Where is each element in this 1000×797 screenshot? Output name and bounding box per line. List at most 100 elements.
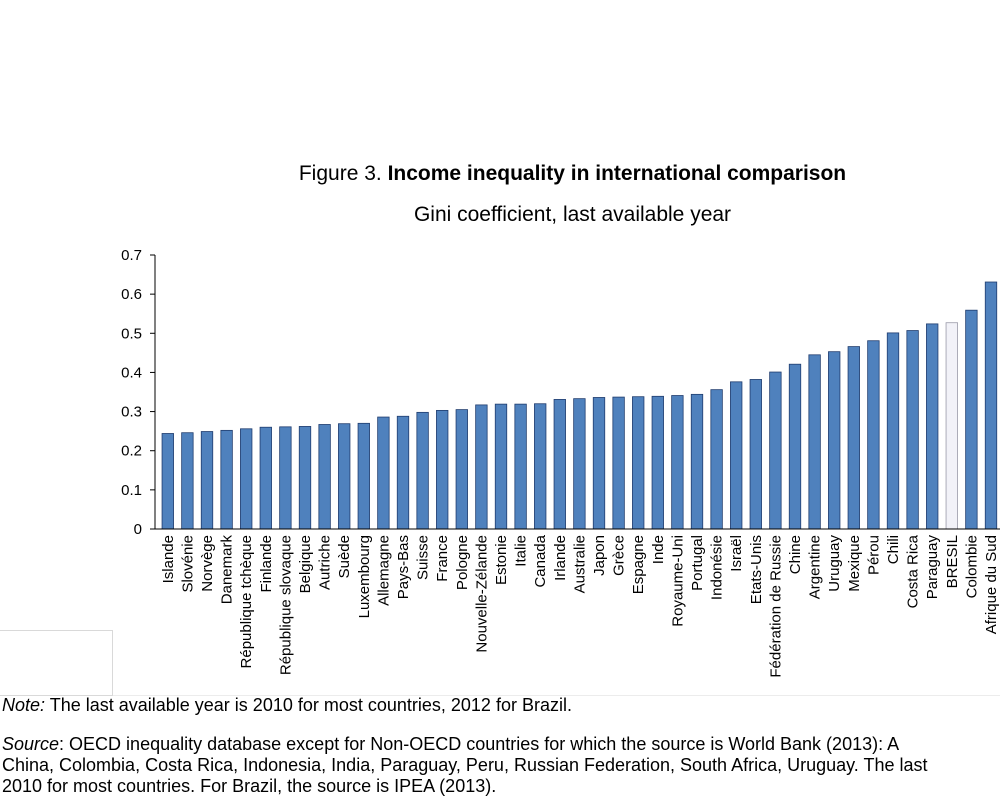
bar-belgique xyxy=(298,426,312,530)
bar-finlande xyxy=(259,426,272,530)
bar-australie xyxy=(573,398,586,530)
bar-japon xyxy=(592,397,606,530)
x-tick-label: Espagne xyxy=(630,535,647,594)
x-tick-label: Chine xyxy=(787,535,804,574)
x-tick-label: Pologne xyxy=(454,535,471,590)
source-line-1: Source: OECD inequality database except … xyxy=(2,734,899,755)
x-tick-label: Indonésie xyxy=(709,535,726,600)
bar-f-d-ration-de-russie xyxy=(769,371,782,530)
bar-bresil xyxy=(945,322,958,530)
x-tick-label: Allemagne xyxy=(375,535,392,606)
bar-isra-l xyxy=(730,381,743,530)
x-tick-label: Norvège xyxy=(199,535,216,592)
bar-pologne xyxy=(455,409,468,530)
bar-luxembourg xyxy=(357,422,370,530)
bar-inde xyxy=(651,395,664,530)
bar-pays-bas xyxy=(396,415,410,530)
x-axis: Islande Slovénie Norvège Danemark République… xyxy=(155,528,1000,678)
x-tick-label: Pays-Bas xyxy=(395,535,412,599)
bar-etats-unis xyxy=(749,379,762,530)
y-tick-label: 0.5 xyxy=(121,325,142,342)
bar-afrique-du-sud xyxy=(984,281,998,530)
bar-irlande xyxy=(553,399,566,530)
y-tick-label: 0 xyxy=(134,521,142,538)
y-tick-label: 0.6 xyxy=(121,286,142,303)
x-tick-label: Colombie xyxy=(963,535,980,598)
x-tick-label: Suisse xyxy=(415,535,432,580)
figure-title: Income inequality in international compa… xyxy=(387,162,847,185)
bar-autriche xyxy=(318,424,331,530)
bars xyxy=(161,281,998,530)
x-tick-label: Estonie xyxy=(493,535,510,585)
bar-suisse xyxy=(416,411,429,530)
x-tick-label: Nouvelle-Zélande xyxy=(473,535,490,653)
bar-paraguay xyxy=(926,323,939,530)
bar-slov-nie xyxy=(181,432,194,530)
bar-chili xyxy=(886,332,900,530)
bar-r-publique-slovaque xyxy=(279,426,292,530)
x-tick-label: Irlande xyxy=(552,535,569,581)
bar-allemagne xyxy=(377,416,390,530)
bar-p-rou xyxy=(867,340,880,530)
bar-mexique xyxy=(847,346,860,530)
y-tick-label: 0.3 xyxy=(121,404,142,421)
bar-espagne xyxy=(632,396,645,530)
bar-chine xyxy=(788,363,802,530)
x-tick-label: République slovaque xyxy=(277,535,294,675)
frame-box xyxy=(0,630,113,696)
bar-islande xyxy=(161,433,174,530)
x-tick-label: Danemark xyxy=(219,535,236,605)
x-tick-label: Mexique xyxy=(846,535,863,592)
bar-estonie xyxy=(494,403,508,530)
bar-uruguay xyxy=(828,351,841,530)
x-tick-label: Portugal xyxy=(689,535,706,591)
y-tick-label: 0.7 xyxy=(121,247,142,264)
bar-norv-ge xyxy=(200,431,214,530)
bar-argentine xyxy=(808,354,821,530)
y-tick-label: 0.2 xyxy=(121,443,142,460)
x-tick-label: BRESIL xyxy=(944,535,961,588)
bar-france xyxy=(436,409,449,530)
x-tick-label: Canada xyxy=(532,534,549,587)
source-text-1: : OECD inequality database except for No… xyxy=(59,734,900,754)
x-tick-label: Chili xyxy=(885,535,902,564)
x-tick-label: Islande xyxy=(160,535,177,583)
x-tick-label: Costa Rica xyxy=(905,534,922,608)
source-line-2: China, Colombia, Costa Rica, Indonesia, … xyxy=(2,755,928,775)
x-tick-label: Grèce xyxy=(611,535,628,576)
bar-chart: 00.10.20.30.40.50.60.7 Islande Slovénie No… xyxy=(121,247,1000,678)
x-tick-label: Slovénie xyxy=(179,535,196,593)
x-tick-label: Paraguay xyxy=(924,535,941,600)
bar-nouvelle-z-lande xyxy=(475,404,488,530)
chart-title: Figure 3. Income inequality in internati… xyxy=(0,162,1000,186)
x-tick-label: Autriche xyxy=(317,535,334,590)
x-tick-label: Afrique du Sud xyxy=(983,535,1000,634)
x-tick-label: Belgique xyxy=(297,535,314,593)
x-tick-label: Argentine xyxy=(807,535,824,599)
x-tick-label: Luxembourg xyxy=(356,535,373,618)
x-tick-label: Fédération de Russie xyxy=(767,535,784,678)
x-tick-label: République tchèque xyxy=(238,535,255,668)
source-label: Source xyxy=(2,734,60,754)
bar-royaume-uni xyxy=(671,395,684,530)
bar-portugal xyxy=(690,393,704,530)
x-tick-label: Uruguay xyxy=(826,535,843,592)
x-tick-label: France xyxy=(434,535,451,582)
note: Note: The last available year is 2010 fo… xyxy=(2,695,572,716)
x-tick-label: Japon xyxy=(591,535,608,576)
x-tick-label: Israël xyxy=(728,535,745,572)
x-tick-label: Finlande xyxy=(258,535,275,593)
bar-r-publique-tch-que xyxy=(240,428,253,530)
note-label: Note: xyxy=(2,695,46,715)
divider xyxy=(113,695,1000,696)
bar-danemark xyxy=(220,429,233,530)
y-tick-label: 0.1 xyxy=(121,482,142,499)
bar-canada xyxy=(534,403,547,530)
note-text: The last available year is 2010 for most… xyxy=(45,695,572,715)
bar-colombie xyxy=(965,309,978,530)
bar-italie xyxy=(514,403,527,530)
source-line-3: 2010 for most countries. For Brazil, the… xyxy=(2,776,497,796)
x-tick-label: Etats-Unis xyxy=(748,535,765,604)
x-tick-label: Suède xyxy=(336,535,353,578)
x-tick-label: Inde xyxy=(650,535,667,564)
